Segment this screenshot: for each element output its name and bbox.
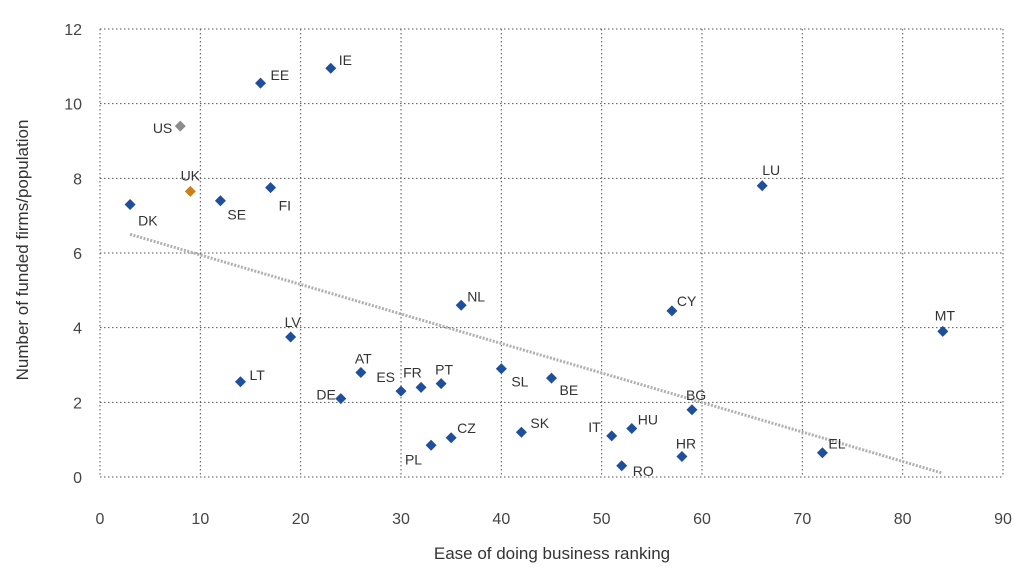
point-marker-uk	[184, 185, 196, 197]
point-marker-it	[606, 430, 618, 442]
y-axis-title: Number of funded firms/population	[13, 120, 32, 381]
y-tick-label: 2	[73, 395, 82, 412]
x-tick-label: 50	[593, 511, 611, 528]
point-label-at: AT	[355, 350, 372, 366]
point-marker-lv	[285, 331, 297, 343]
point-marker-sk	[515, 426, 527, 438]
point-label-el: EL	[828, 436, 845, 452]
point-label-dk: DK	[138, 212, 158, 228]
x-tick-label: 0	[96, 511, 105, 528]
point-marker-lt	[234, 376, 246, 388]
point-label-es: ES	[376, 369, 395, 385]
point-marker-hr	[676, 450, 688, 462]
point-marker-lu	[756, 180, 768, 192]
y-tick-label: 12	[64, 22, 82, 39]
point-label-it: IT	[588, 419, 601, 435]
point-label-cy: CY	[677, 293, 697, 309]
y-tick-label: 8	[73, 171, 82, 188]
point-label-hr: HR	[676, 435, 696, 451]
point-marker-el	[816, 447, 828, 459]
y-tick-label: 4	[73, 321, 82, 338]
point-label-lu: LU	[762, 162, 780, 178]
y-tick-label: 10	[64, 97, 82, 114]
point-label-us: US	[153, 120, 172, 136]
point-marker-bg	[686, 404, 698, 416]
point-label-mt: MT	[935, 307, 956, 323]
point-marker-cy	[666, 305, 678, 317]
grid	[99, 28, 1004, 478]
point-label-lt: LT	[249, 367, 265, 383]
y-axis-ticks: 0 2 4 6 8 10 12	[64, 22, 82, 487]
point-marker-fi	[265, 182, 277, 194]
point-label-lv: LV	[285, 314, 302, 330]
point-label-hu: HU	[638, 411, 658, 427]
point-label-ro: RO	[633, 463, 654, 479]
point-label-be: BE	[560, 382, 579, 398]
x-tick-label: 40	[492, 511, 510, 528]
point-label-sl: SL	[511, 374, 528, 390]
point-marker-es	[395, 385, 407, 397]
x-tick-label: 60	[693, 511, 711, 528]
x-axis-title: Ease of doing business ranking	[434, 544, 670, 563]
point-marker-pl	[425, 439, 437, 451]
point-marker-at	[355, 366, 367, 378]
point-label-fr: FR	[403, 364, 422, 380]
point-marker-nl	[455, 299, 467, 311]
point-label-cz: CZ	[457, 420, 476, 436]
point-marker-ie	[325, 62, 337, 74]
point-label-pl: PL	[405, 451, 422, 467]
point-marker-mt	[937, 325, 949, 337]
x-tick-label: 10	[191, 511, 209, 528]
x-tick-label: 20	[292, 511, 310, 528]
point-marker-dk	[124, 198, 136, 210]
point-marker-hu	[626, 422, 638, 434]
point-label-pt: PT	[435, 362, 453, 378]
point-label-se: SE	[227, 207, 246, 223]
x-tick-label: 70	[793, 511, 811, 528]
y-tick-label: 0	[73, 470, 82, 487]
point-label-uk: UK	[181, 167, 201, 183]
x-tick-label: 30	[392, 511, 410, 528]
point-marker-fr	[415, 381, 427, 393]
y-tick-label: 6	[73, 246, 82, 263]
point-label-bg: BG	[686, 387, 706, 403]
point-marker-sl	[495, 363, 507, 375]
point-label-ee: EE	[271, 67, 290, 83]
point-marker-se	[214, 195, 226, 207]
point-label-de: DE	[316, 387, 335, 403]
point-marker-ee	[255, 77, 267, 89]
point-marker-be	[546, 372, 557, 384]
point-marker-us	[174, 120, 186, 132]
point-label-nl: NL	[467, 288, 485, 304]
point-label-sk: SK	[530, 415, 549, 431]
x-tick-label: 80	[894, 511, 912, 528]
x-tick-label: 90	[994, 511, 1012, 528]
trend-line	[129, 232, 944, 475]
point-marker-de	[335, 393, 347, 405]
x-axis-ticks: 0 10 20 30 40 50 60 70 80 90	[96, 511, 1012, 528]
point-marker-ro	[616, 460, 628, 472]
point-label-ie: IE	[339, 52, 352, 68]
point-label-fi: FI	[279, 198, 291, 214]
point-marker-pt	[435, 378, 447, 390]
point-marker-cz	[445, 432, 457, 444]
